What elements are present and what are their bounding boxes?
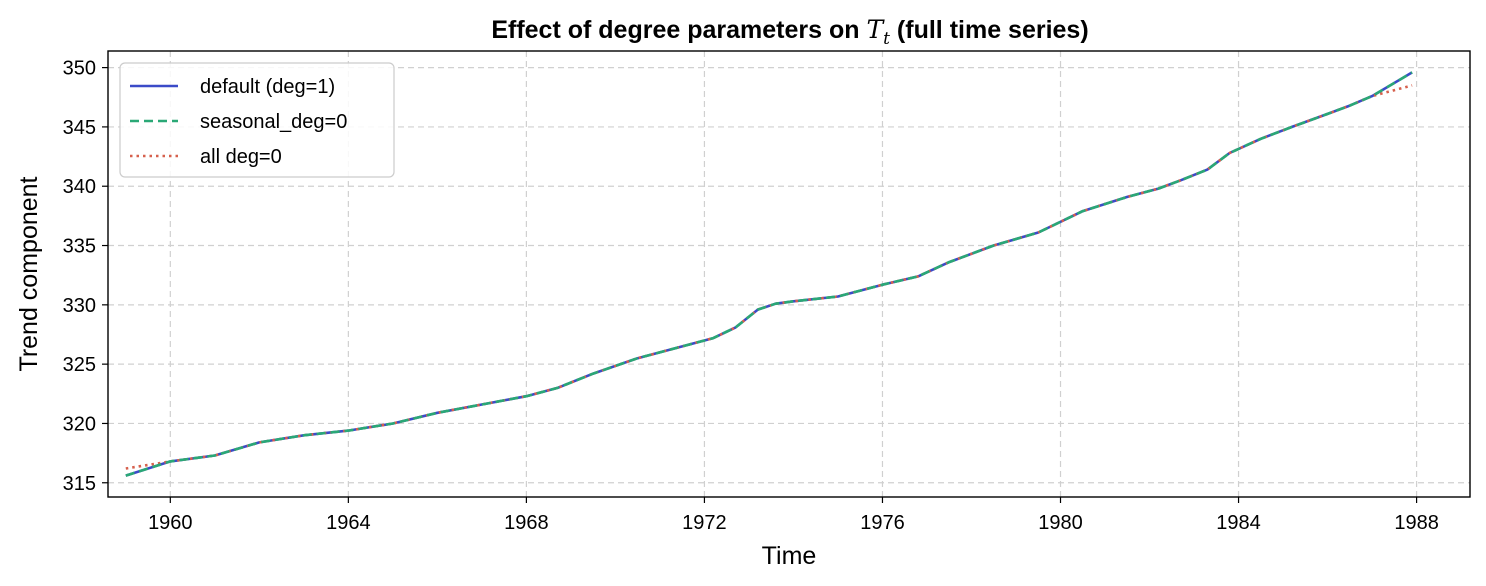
axis-ticks: 1960 1964 1968 1972 1976 1980 1984 1988 315 320 32…: [63, 58, 1439, 534]
grid: [108, 51, 1470, 497]
series-lines: [125, 71, 1413, 477]
y-tick-label: 340: [63, 176, 96, 198]
x-tick-label: 1988: [1394, 512, 1439, 534]
plot-frame: [107, 50, 1471, 498]
x-tick-label: 1964: [326, 512, 371, 534]
x-tick-label: 1976: [860, 512, 905, 534]
x-axis-label: Time: [762, 542, 817, 570]
legend-box: [119, 62, 395, 178]
legend-label-2: all deg=0: [200, 146, 282, 168]
y-tick-label: 320: [63, 413, 96, 435]
series-line-1: [125, 71, 1413, 477]
x-tick-label: 1980: [1038, 512, 1083, 534]
y-axis-label: Trend component: [15, 176, 43, 371]
y-tick-label: 350: [63, 58, 96, 80]
y-tick-label: 330: [63, 295, 96, 317]
chart-title: Effect of degree parameters on Tt (full …: [491, 15, 1088, 49]
x-tick-label: 1960: [148, 512, 193, 534]
x-tick-label: 1972: [682, 512, 727, 534]
y-tick-label: 325: [63, 354, 96, 376]
series-line-2: [125, 84, 1413, 470]
y-tick-label: 315: [63, 473, 96, 495]
x-tick-label: 1968: [504, 512, 549, 534]
x-tick-label: 1984: [1216, 512, 1261, 534]
y-tick-label: 345: [63, 117, 96, 139]
legend-label-0: default (deg=1): [200, 76, 335, 98]
legend-label-1: seasonal_deg=0: [200, 111, 347, 133]
y-tick-label: 335: [63, 236, 96, 258]
